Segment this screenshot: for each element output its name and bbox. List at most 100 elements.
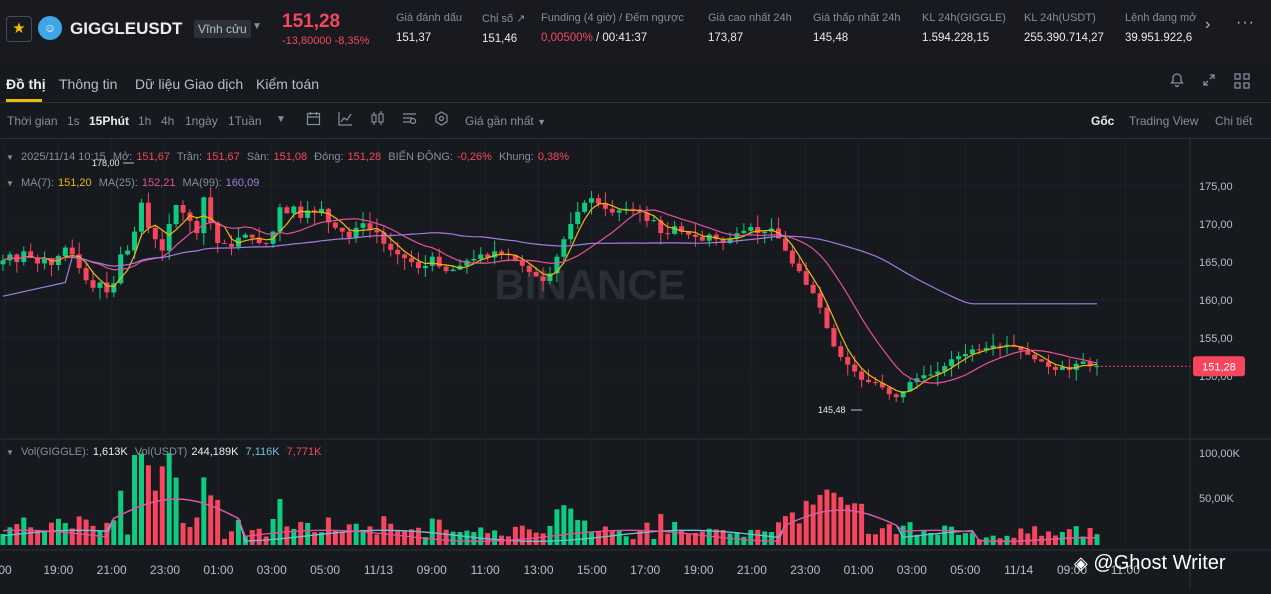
candle-body[interactable] <box>609 208 615 213</box>
interval-1h[interactable]: 1h <box>138 114 152 128</box>
candle-body[interactable] <box>817 293 823 308</box>
candle-body[interactable] <box>831 328 837 347</box>
interval-15m[interactable]: 15Phút <box>89 114 130 128</box>
candle-body[interactable] <box>699 236 705 241</box>
candle-body[interactable] <box>194 220 200 234</box>
candle-body[interactable] <box>325 208 331 223</box>
candle-body[interactable] <box>893 394 899 398</box>
candle-body[interactable] <box>353 227 359 238</box>
candle-body[interactable] <box>762 231 768 234</box>
candle-body[interactable] <box>166 224 172 251</box>
candle-body[interactable] <box>547 273 553 281</box>
candle-body[interactable] <box>395 249 401 255</box>
candle-body[interactable] <box>907 382 913 392</box>
candle-body[interactable] <box>685 231 691 235</box>
candle-body[interactable] <box>651 220 657 222</box>
interval-1s[interactable]: 1s <box>67 114 80 128</box>
candle-body[interactable] <box>450 269 456 272</box>
candle-body[interactable] <box>741 230 747 234</box>
candle-body[interactable] <box>1046 361 1052 367</box>
candle-body[interactable] <box>222 243 228 244</box>
candle-body[interactable] <box>969 349 975 354</box>
candle-body[interactable] <box>990 345 996 348</box>
candle-body[interactable] <box>886 387 892 395</box>
candle-body[interactable] <box>900 391 906 398</box>
candle-body[interactable] <box>1039 359 1045 362</box>
candle-body[interactable] <box>138 202 144 232</box>
candle-body[interactable] <box>679 226 685 232</box>
candle-body[interactable] <box>810 284 816 294</box>
candle-body[interactable] <box>409 258 415 262</box>
candle-body[interactable] <box>180 205 186 213</box>
candle-body[interactable] <box>48 258 54 266</box>
candle-body[interactable] <box>478 254 484 259</box>
view-tradingview[interactable]: Trading View <box>1129 114 1199 128</box>
candle-body[interactable] <box>187 212 193 221</box>
candle-body[interactable] <box>727 238 733 243</box>
candle-body[interactable] <box>713 234 719 240</box>
candle-body[interactable] <box>249 234 255 238</box>
candle-body[interactable] <box>270 231 276 244</box>
price-alert-icon[interactable] <box>1167 72 1187 92</box>
more-icon[interactable]: ··· <box>1236 14 1255 31</box>
candle-body[interactable] <box>42 258 48 264</box>
candle-body[interactable] <box>976 349 982 351</box>
candle-body[interactable] <box>859 371 865 380</box>
favorite-star-icon[interactable]: ★ <box>6 16 32 42</box>
layout-grid-icon[interactable] <box>1232 72 1252 92</box>
interval-1d[interactable]: 1ngày <box>185 114 218 128</box>
candle-body[interactable] <box>1018 346 1024 351</box>
candle-body[interactable] <box>512 255 518 261</box>
candle-body[interactable] <box>159 239 165 251</box>
candle-body[interactable] <box>228 243 234 247</box>
chart-settings-icon[interactable] <box>400 111 418 129</box>
candle-body[interactable] <box>1087 361 1093 367</box>
candle-body[interactable] <box>595 198 601 204</box>
candle-body[interactable] <box>436 256 442 267</box>
expand-icon[interactable] <box>1199 72 1219 92</box>
candle-body[interactable] <box>983 347 989 351</box>
candle-body[interactable] <box>748 227 754 231</box>
calendar-icon[interactable] <box>304 111 322 129</box>
candle-body[interactable] <box>554 256 560 274</box>
candle-body[interactable] <box>755 227 761 234</box>
candle-body[interactable] <box>782 238 788 251</box>
candle-body[interactable] <box>277 207 283 232</box>
candle-body[interactable] <box>256 237 262 243</box>
candle-body[interactable] <box>284 207 290 214</box>
candlestick-chart-svg[interactable]: BINANCE175,00170,00165,00160,00155,00150… <box>0 139 1271 589</box>
candle-body[interactable] <box>637 209 643 213</box>
tab-chart[interactable]: Đồ thị <box>6 76 46 92</box>
candle-body[interactable] <box>796 263 802 272</box>
candle-body[interactable] <box>201 197 207 234</box>
candle-body[interactable] <box>291 206 297 214</box>
candle-type-icon[interactable] <box>368 111 386 129</box>
candle-body[interactable] <box>692 234 698 237</box>
candle-body[interactable] <box>956 356 962 360</box>
candle-body[interactable] <box>429 256 435 266</box>
candle-body[interactable] <box>332 222 338 228</box>
candle-body[interactable] <box>132 231 138 251</box>
candle-body[interactable] <box>319 208 325 213</box>
candle-body[interactable] <box>367 223 373 231</box>
candle-body[interactable] <box>838 346 844 357</box>
candle-body[interactable] <box>1080 361 1086 364</box>
candle-body[interactable] <box>145 202 151 228</box>
candle-body[interactable] <box>526 265 532 272</box>
candle-body[interactable] <box>305 210 311 218</box>
candle-body[interactable] <box>173 205 179 224</box>
candle-body[interactable] <box>485 254 491 258</box>
candle-body[interactable] <box>1073 363 1079 370</box>
candle-body[interactable] <box>263 243 269 244</box>
candle-body[interactable] <box>658 220 664 234</box>
candle-body[interactable] <box>1059 366 1065 370</box>
candle-body[interactable] <box>533 271 539 277</box>
tab-info[interactable]: Thông tin <box>59 76 118 92</box>
candle-body[interactable] <box>540 276 546 281</box>
candle-body[interactable] <box>415 262 421 269</box>
candle-body[interactable] <box>879 382 885 388</box>
stat-index-price[interactable]: Chỉ số ↗ 151,46 <box>482 13 526 45</box>
candle-body[interactable] <box>76 254 82 269</box>
symbol-name[interactable]: GIGGLEUSDT <box>70 19 183 38</box>
candle-body[interactable] <box>464 260 470 266</box>
